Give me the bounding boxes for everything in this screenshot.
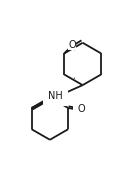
Text: O: O	[68, 40, 76, 50]
Text: O: O	[77, 104, 85, 114]
Text: NH: NH	[48, 91, 63, 101]
